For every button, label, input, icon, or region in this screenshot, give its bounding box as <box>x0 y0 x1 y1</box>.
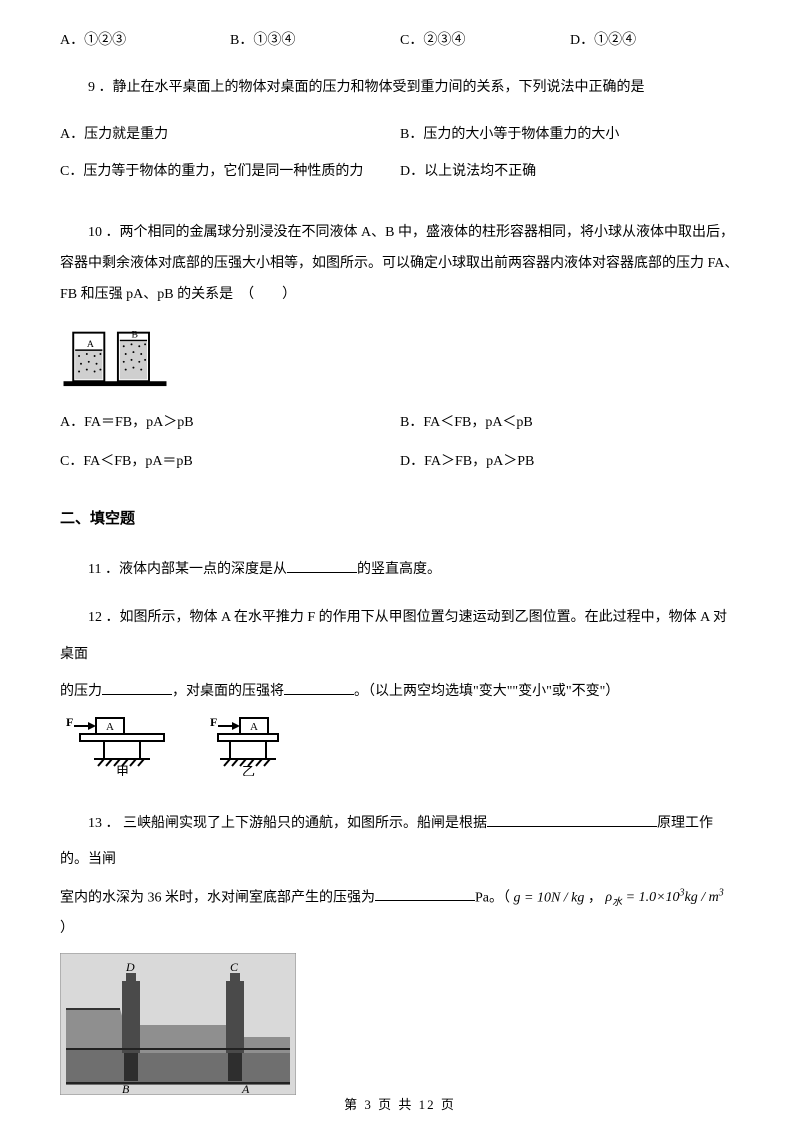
q10-text: 10 ．两个相同的金属球分别浸没在不同液体 A、B 中，盛液体的柱形容器相同，将… <box>60 218 740 310</box>
q9-option-b: B．压力的大小等于物体重力的大小 <box>400 122 740 147</box>
svg-text:D: D <box>125 960 135 974</box>
q12-l2-mid: ，对桌面的压强将 <box>172 684 284 699</box>
rho-unit-exp: 3 <box>719 888 724 899</box>
q13-pre: 13 ． 三峡船闸实现了上下游船只的通航，如图所示。船闸是根据 <box>88 816 487 831</box>
q10-option-a: A．FA＝FB，pA＞pB <box>60 412 400 433</box>
svg-text:F: F <box>210 715 217 729</box>
svg-text:F: F <box>66 715 73 729</box>
container-b-label: B <box>132 329 138 340</box>
rho-unit: kg / m <box>685 890 719 905</box>
q11-blank[interactable] <box>287 559 357 573</box>
q12: 12 ．如图所示，物体 A 在水平推力 F 的作用下从甲图位置匀速运动到乙图位置… <box>60 600 740 673</box>
footer-mid: 页 共 <box>373 1097 419 1112</box>
q12-line2: 的压力 ，对桌面的压强将 。（以上两空均选填"变大""变小"或"不变"） <box>60 677 740 708</box>
two-containers-icon: A B <box>60 321 170 389</box>
q10-figure: A B <box>60 321 740 396</box>
svg-text:甲: 甲 <box>116 764 129 776</box>
q11-pre: 11 ．液体内部某一点的深度是从 <box>88 562 287 577</box>
rho-sub: 水 <box>612 897 622 908</box>
footer-post: 页 <box>436 1097 456 1112</box>
q13-formula-rho: ρ水 = 1.0×103kg / m3 <box>605 890 723 905</box>
q8-option-c: C．②③④ <box>400 30 570 51</box>
container-a-label: A <box>87 339 94 350</box>
q11: 11 ．液体内部某一点的深度是从 的竖直高度。 <box>60 552 740 588</box>
q13-blank1[interactable] <box>487 813 657 827</box>
q13-line2: 室内的水深为 36 米时，水对闸室底部产生的压强为 Pa。（ g = 10N / … <box>60 883 740 945</box>
ship-lock-icon: D C B A <box>60 953 296 1095</box>
q8-option-a: A．①②③ <box>60 30 230 51</box>
q13-formula-g: g = 10N / kg <box>514 890 585 905</box>
page-footer: 第 3 页 共 12 页 <box>0 1095 800 1115</box>
footer-pre: 第 <box>344 1097 364 1112</box>
q10-option-d: D．FA＞FB，pA＞PB <box>400 451 740 472</box>
q12-blank2[interactable] <box>284 681 354 695</box>
q9-option-d: D．以上说法均不正确 <box>400 159 740 184</box>
block-table-jia-icon: F A 甲 <box>64 714 174 776</box>
q12-blank1[interactable] <box>102 681 172 695</box>
q9-option-c: C．压力等于物体的重力，它们是同一种性质的力 <box>60 159 400 184</box>
q12-line1: 12 ．如图所示，物体 A 在水平推力 F 的作用下从甲图位置匀速运动到乙图位置… <box>60 610 727 661</box>
q13-close: ） <box>60 921 74 936</box>
svg-text:A: A <box>106 721 114 733</box>
q12-figure: F A 甲 F A 乙 <box>60 714 740 776</box>
footer-total: 12 <box>419 1097 436 1112</box>
block-table-yi-icon: F A 乙 <box>208 714 308 776</box>
q11-post: 的竖直高度。 <box>357 562 441 577</box>
svg-text:A: A <box>250 721 258 733</box>
q9-option-a: A．压力就是重力 <box>60 122 400 147</box>
q12-l2-pre: 的压力 <box>60 684 102 699</box>
q8-option-d: D．①②④ <box>570 30 740 51</box>
q9-text: 9 ．静止在水平桌面上的物体对桌面的压力和物体受到重力间的关系，下列说法中正确的… <box>60 73 740 104</box>
rho-val: = 1.0×10 <box>622 890 679 905</box>
footer-page: 3 <box>364 1097 373 1112</box>
q13-line1: 13 ． 三峡船闸实现了上下游船只的通航，如图所示。船闸是根据原理工作的。当闸 <box>60 806 740 879</box>
comma: ， <box>588 890 602 905</box>
q8-options: A．①②③ B．①③④ C．②③④ D．①②④ <box>60 30 740 51</box>
q13-figure: D C B A <box>60 953 740 1102</box>
svg-text:乙: 乙 <box>242 764 255 776</box>
q13-l2-post: Pa。（ <box>475 890 510 905</box>
section-2-title: 二、填空题 <box>60 508 740 531</box>
q10-option-b: B．FA＜FB，pA＜pB <box>400 412 740 433</box>
q13-blank2[interactable] <box>375 887 475 901</box>
q10-option-c: C．FA＜FB，pA＝pB <box>60 451 400 472</box>
q13-l2-pre: 室内的水深为 36 米时，水对闸室底部产生的压强为 <box>60 890 375 905</box>
svg-text:C: C <box>230 960 239 974</box>
q10-options: A．FA＝FB，pA＞pB B．FA＜FB，pA＜pB C．FA＜FB，pA＝p… <box>60 412 740 490</box>
q8-option-b: B．①③④ <box>230 30 400 51</box>
q9-options: A．压力就是重力 B．压力的大小等于物体重力的大小 C．压力等于物体的重力，它们… <box>60 122 740 196</box>
q12-l2-post: 。（以上两空均选填"变大""变小"或"不变"） <box>354 684 619 699</box>
